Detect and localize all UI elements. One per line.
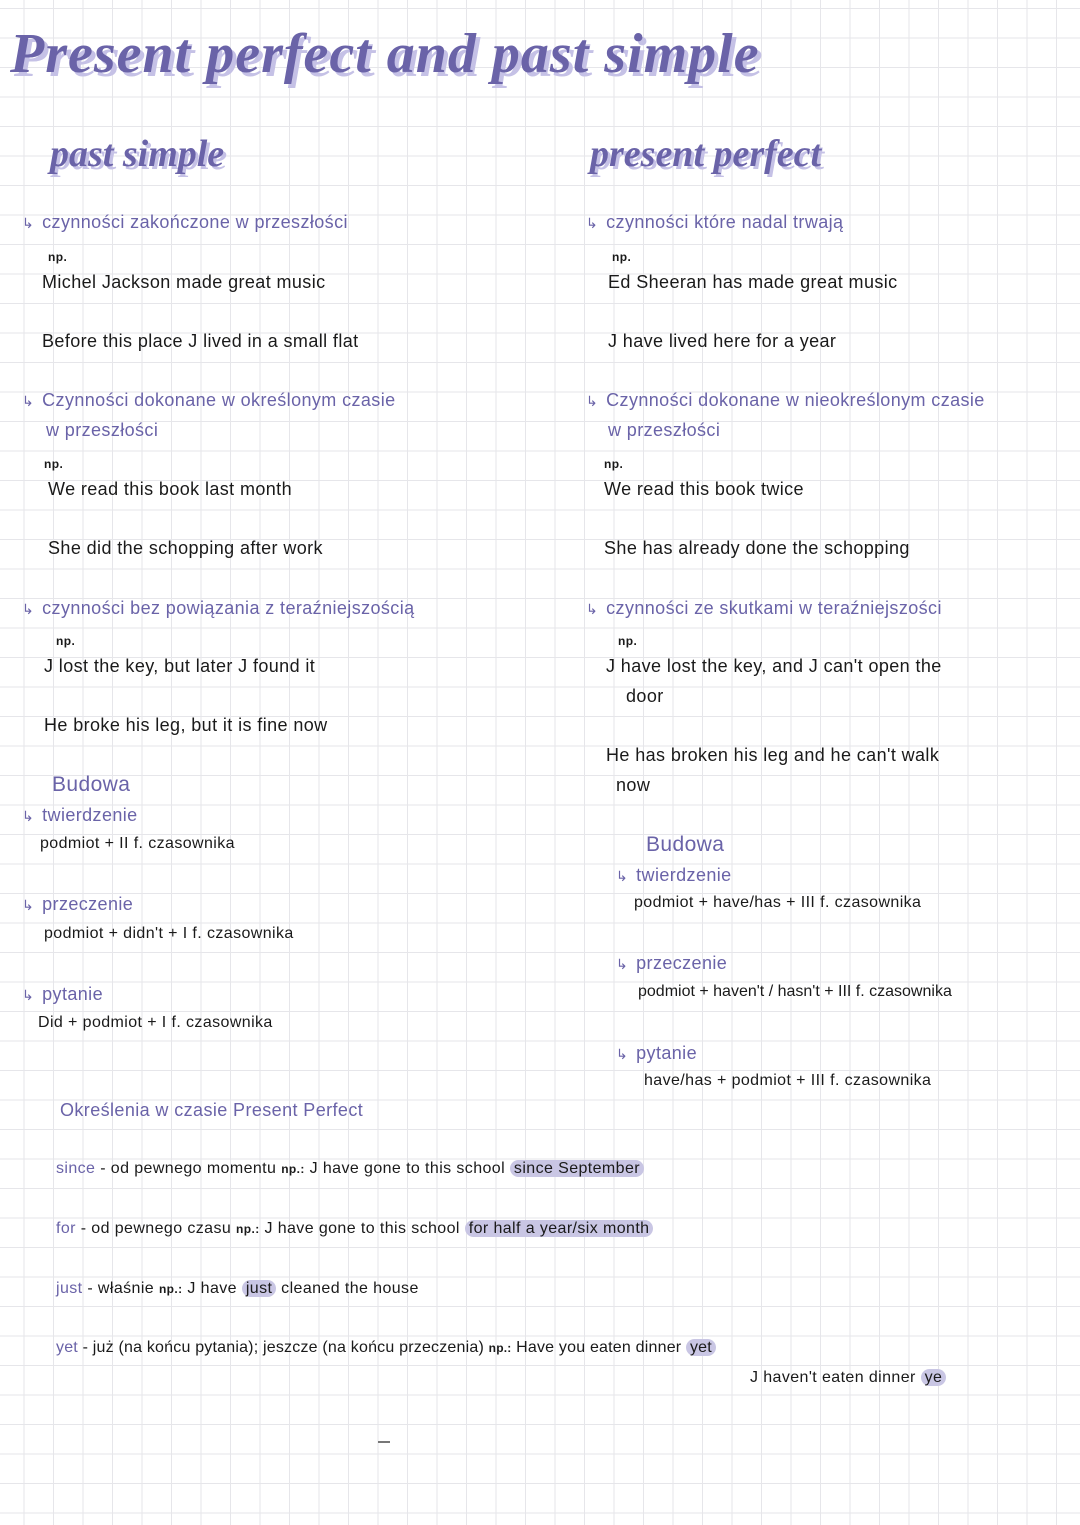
arrow-icon: ↳	[22, 215, 35, 231]
arrow-icon: ↳	[22, 987, 35, 1003]
pp-przeczenie-label: przeczenie	[636, 953, 728, 973]
ps-przeczenie-label: przeczenie	[42, 894, 134, 914]
ps-twierdzenie: ↳ twierdzenie	[22, 805, 138, 826]
expression-meaning: - właśnie	[87, 1280, 155, 1297]
np-label: np.	[56, 634, 76, 648]
arrow-icon: ↳	[586, 215, 599, 231]
highlighted-phrase: just	[241, 1280, 277, 1297]
pp-pytanie-label: pytanie	[636, 1043, 697, 1063]
np-label: np.	[44, 457, 64, 471]
expression-word: since	[56, 1160, 96, 1177]
arrow-icon: ↳	[616, 956, 629, 972]
arrow-icon: ↳	[616, 1046, 629, 1062]
highlighted-phrase: since September	[509, 1160, 644, 1177]
ps-przeczenie: ↳ przeczenie	[22, 894, 133, 915]
ps-use-2: ↳ Czynności dokonane w określonym czasie	[22, 390, 396, 411]
example: Michel Jackson made great music	[42, 272, 326, 292]
example: We read this book twice	[604, 479, 804, 499]
np-label: np.	[618, 634, 638, 648]
example: He broke his leg, but it is fine now	[44, 715, 328, 735]
ps-twierdzenie-label: twierdzenie	[42, 805, 138, 825]
expression-since: since - od pewnego momentu np.: J have g…	[56, 1160, 644, 1178]
pp-use-2: ↳ Czynności dokonane w nieokreślonym czas…	[586, 390, 985, 411]
ps-pytanie-formula: Did + podmiot + I f. czasownika	[38, 1014, 273, 1031]
expression-yet: yet - już (na końcu pytania); jeszcze (n…	[56, 1339, 716, 1357]
expressions-heading: Określenia w czasie Present Perfect	[60, 1100, 364, 1120]
expression-meaning: - już (na końcu pytania); jeszcze (na ko…	[82, 1339, 485, 1356]
pp-przeczenie: ↳ przeczenie	[616, 953, 727, 974]
expression-for: for - od pewnego czasu np.: J have gone …	[56, 1220, 654, 1238]
past-simple-heading: past simple	[50, 133, 225, 175]
highlighted-phrase: for half a year/six month	[464, 1220, 654, 1237]
example: She has already done the schopping	[604, 538, 910, 558]
arrow-icon: ↳	[22, 808, 35, 824]
present-perfect-heading: present perfect	[590, 133, 822, 175]
ps-twierdzenie-formula: podmiot + II f. czasownika	[40, 835, 235, 852]
expression-word: just	[56, 1280, 83, 1297]
pp-use-1-label: czynności które nadal trwają	[606, 212, 844, 232]
np-label: np.	[604, 457, 624, 471]
highlighted-phrase: yet	[685, 1339, 716, 1356]
example: Before this place J lived in a small fla…	[42, 331, 359, 351]
expression-example-after: cleaned the house	[281, 1280, 419, 1297]
example: She did the schopping after work	[48, 538, 323, 558]
pp-use-3: ↳ czynności ze skutkami w teraźniejszości	[586, 598, 942, 619]
np-label: np.:	[281, 1162, 305, 1176]
example-cont: door	[626, 686, 664, 706]
pp-use-2-label: Czynności dokonane w nieokreślonym czasi…	[606, 390, 985, 410]
pp-twierdzenie: ↳ twierdzenie	[616, 865, 732, 886]
ps-pytanie: ↳ pytanie	[22, 984, 103, 1005]
expression-example: Have you eaten dinner	[516, 1339, 682, 1356]
ps-use-1: ↳ czynności zakończone w przeszłości	[22, 212, 348, 233]
ps-use-2-label2: w przeszłości	[46, 420, 159, 440]
expression-word: yet	[56, 1339, 78, 1356]
example: We read this book last month	[48, 479, 292, 499]
np-label: np.	[612, 250, 632, 264]
ps-budowa-heading: Budowa	[52, 773, 131, 796]
pp-use-2-label2: w przeszłości	[608, 420, 721, 440]
expression-meaning: - od pewnego momentu	[100, 1160, 277, 1177]
arrow-icon: ↳	[586, 601, 599, 617]
pp-twierdzenie-formula: podmiot + have/has + III f. czasownika	[634, 894, 922, 911]
np-label: np.	[48, 250, 68, 264]
ps-przeczenie-formula: podmiot + didn't + I f. czasownika	[44, 925, 294, 942]
pp-pytanie-formula: have/has + podmiot + III f. czasownika	[644, 1072, 932, 1089]
example: He has broken his leg and he can't walk	[606, 745, 940, 765]
arrow-icon: ↳	[22, 601, 35, 617]
arrow-icon: ↳	[586, 393, 599, 409]
ps-use-3-label: czynności bez powiązania z teraźniejszoś…	[42, 598, 415, 618]
pp-przeczenie-formula: podmiot + haven't / hasn't + III f. czas…	[638, 983, 952, 1000]
example: J have lost the key, and J can't open th…	[606, 656, 942, 676]
pp-use-1: ↳ czynności które nadal trwają	[586, 212, 843, 233]
expression-example: J have gone to this school	[264, 1220, 460, 1237]
arrow-icon: ↳	[616, 868, 629, 884]
ps-use-1-label: czynności zakończone w przeszłości	[42, 212, 348, 232]
example: J lost the key, but later J found it	[44, 656, 316, 676]
np-label: np.:	[488, 1341, 512, 1355]
expression-example: J have	[187, 1280, 237, 1297]
expression-example: J haven't eaten dinner	[750, 1369, 916, 1386]
ps-use-3: ↳ czynności bez powiązania z teraźniejszo…	[22, 598, 415, 619]
pp-use-3-label: czynności ze skutkami w teraźniejszości	[606, 598, 942, 618]
pp-pytanie: ↳ pytanie	[616, 1043, 697, 1064]
pp-twierdzenie-label: twierdzenie	[636, 865, 732, 885]
example-cont: now	[616, 775, 651, 795]
pp-budowa-heading: Budowa	[646, 833, 725, 856]
arrow-icon: ↳	[22, 393, 35, 409]
arrow-icon: ↳	[22, 897, 35, 913]
ps-use-2-label: Czynności dokonane w określonym czasie	[42, 390, 396, 410]
expression-example: J have gone to this school	[309, 1160, 506, 1177]
example: Ed Sheeran has made great music	[608, 272, 898, 292]
ps-pytanie-label: pytanie	[42, 984, 103, 1004]
highlighted-phrase: ye	[920, 1369, 947, 1386]
np-label: np.:	[236, 1222, 260, 1236]
expression-yet-negative: J haven't eaten dinner ye	[750, 1369, 947, 1387]
example: J have lived here for a year	[608, 331, 837, 351]
expression-just: just - właśnie np.: J have just cleaned …	[56, 1280, 419, 1298]
np-label: np.:	[158, 1282, 183, 1296]
expression-word: for	[56, 1220, 76, 1237]
stray-mark	[378, 1441, 390, 1443]
expression-meaning: - od pewnego czasu	[80, 1220, 232, 1237]
page-title: Present perfect and past simple	[10, 23, 760, 85]
